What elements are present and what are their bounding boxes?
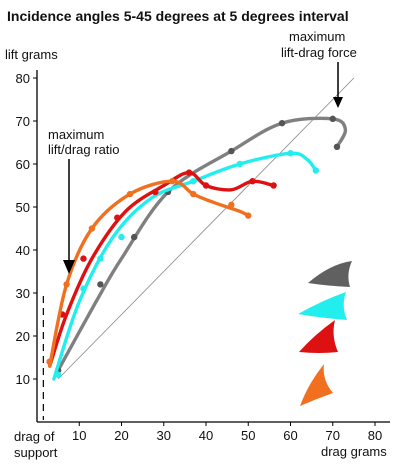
series-lines: [46, 115, 348, 381]
data-point: [97, 281, 104, 288]
data-point: [54, 371, 62, 378]
annotation-max-lift-drag-ratio: maximum lift/drag ratio: [48, 127, 120, 274]
data-point: [185, 169, 193, 176]
y-tick-label: 50: [16, 200, 30, 215]
x-tick-label: 20: [114, 428, 128, 443]
x-tick-label: 50: [241, 428, 255, 443]
y-axis-label: lift grams: [5, 47, 58, 62]
data-point: [228, 147, 235, 155]
series-line: [48, 179, 250, 368]
data-point: [80, 255, 87, 262]
x-tick-label: 70: [326, 428, 340, 443]
data-point: [236, 160, 243, 168]
x-tick-label: 80: [368, 428, 382, 443]
x-tick-label: 60: [283, 428, 297, 443]
data-point: [114, 214, 121, 221]
data-point: [329, 115, 336, 123]
data-point: [312, 167, 320, 174]
data-point: [270, 182, 277, 189]
series-2: [52, 150, 320, 381]
chart-title: Incidence angles 5-45 degrees at 5 degre…: [7, 8, 349, 24]
annotation-arrowhead: [333, 97, 343, 108]
annotation-line-2: lift/drag ratio: [48, 142, 120, 157]
y-tick-label: 20: [16, 329, 30, 344]
y-tick-label: 30: [16, 286, 30, 301]
annotation-line-2: lift-drag force: [281, 45, 357, 60]
series-4: [46, 178, 252, 368]
x-tick-label: 40: [199, 428, 213, 443]
data-point: [228, 201, 235, 209]
series-line: [48, 170, 276, 368]
data-point: [97, 255, 104, 262]
annotation-drag-of-support: drag of support: [14, 429, 58, 460]
data-point: [245, 212, 252, 219]
wing-icon-orange: [300, 364, 333, 406]
data-point: [190, 190, 197, 198]
wing-icon-grey: [308, 261, 352, 287]
data-point: [88, 225, 96, 232]
wing-icon-cyan: [298, 292, 347, 320]
data-point: [126, 190, 134, 198]
annotation-line-2: support: [14, 445, 58, 460]
y-tick-label: 60: [16, 157, 30, 172]
data-point: [118, 233, 125, 241]
x-axis-label: drag grams: [321, 444, 387, 459]
data-point: [152, 188, 159, 196]
data-point: [190, 178, 197, 185]
y-tick-label: 80: [16, 71, 30, 86]
data-point: [80, 285, 87, 292]
y-tick-label: 40: [16, 243, 30, 258]
data-point: [46, 358, 53, 365]
annotation-line-1: drag of: [14, 429, 55, 444]
y-tick-label: 70: [16, 114, 30, 129]
data-point: [202, 182, 210, 189]
data-point: [169, 178, 176, 185]
data-point: [130, 233, 138, 241]
data-point: [63, 281, 70, 288]
reference-diagonal: [57, 77, 355, 380]
data-point: [287, 150, 294, 157]
data-point: [278, 119, 286, 127]
tick-labels: 10 20 30 40 50 60 70 80 10 20 30 40 50 60 70 80: [16, 71, 383, 443]
diagonal-line: [57, 77, 355, 380]
data-point: [333, 143, 341, 150]
annotation-line-1: maximum: [48, 127, 104, 142]
axes: [36, 70, 390, 423]
annotation-max-lift-drag-force: maximum lift-drag force: [281, 29, 357, 108]
series-line: [56, 116, 348, 373]
annotation-line-1: maximum: [289, 29, 345, 44]
annotation-arrowhead: [63, 260, 75, 274]
y-tick-label: 10: [16, 372, 30, 387]
wing-icons: [298, 261, 352, 406]
wing-icon-red: [299, 320, 338, 353]
x-tick-label: 10: [72, 428, 86, 443]
data-point: [249, 178, 256, 185]
x-tick-label: 30: [157, 428, 171, 443]
